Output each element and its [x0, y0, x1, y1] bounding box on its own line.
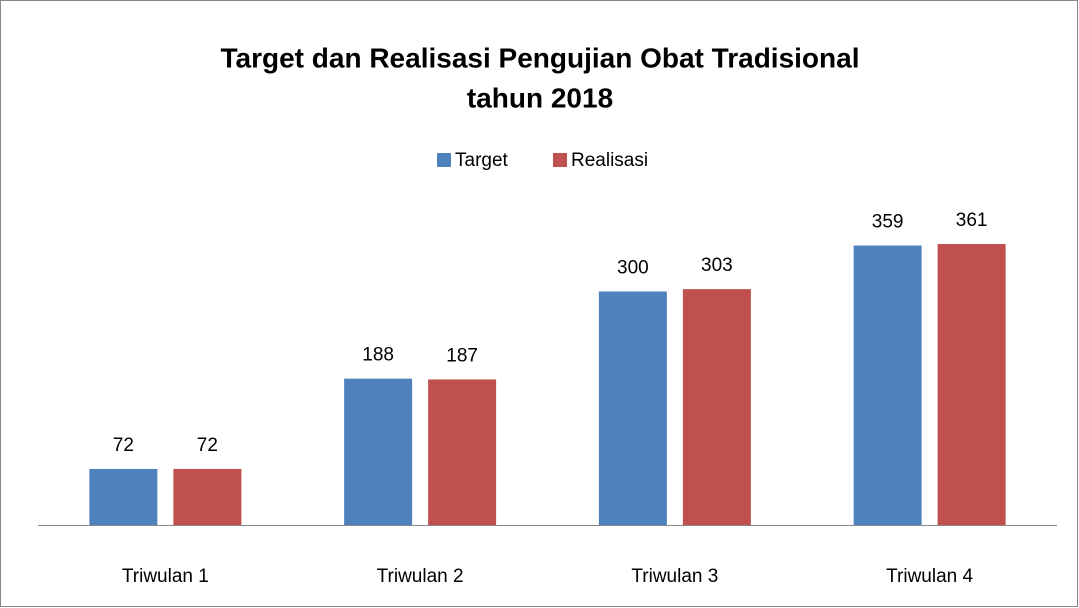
chart-title: Target dan Realisasi Pengujian Obat Trad…: [221, 42, 860, 73]
x-tick-label: Triwulan 2: [377, 566, 464, 587]
bar: [937, 244, 1006, 525]
bar: [89, 468, 158, 525]
data-label: 72: [113, 435, 134, 456]
bar: [853, 245, 922, 525]
data-label: 359: [872, 212, 904, 233]
data-label: 361: [956, 210, 988, 231]
bar: [344, 378, 413, 525]
data-label: 72: [197, 435, 218, 456]
bar: [428, 379, 497, 525]
chart-title: tahun 2018: [467, 82, 613, 113]
bar: [598, 291, 667, 525]
data-label: 300: [617, 257, 649, 278]
legend-label: Target: [455, 150, 509, 171]
bar: [682, 289, 751, 525]
bar: [173, 468, 242, 525]
data-label: 303: [701, 255, 733, 276]
x-tick-label: Triwulan 1: [122, 566, 209, 587]
legend-swatch: [437, 153, 451, 167]
x-tick-label: Triwulan 4: [886, 566, 973, 587]
data-label: 188: [362, 345, 394, 366]
legend-label: Realisasi: [571, 150, 648, 171]
x-tick-label: Triwulan 3: [631, 566, 718, 587]
legend-swatch: [553, 153, 567, 167]
data-label: 187: [446, 345, 478, 366]
